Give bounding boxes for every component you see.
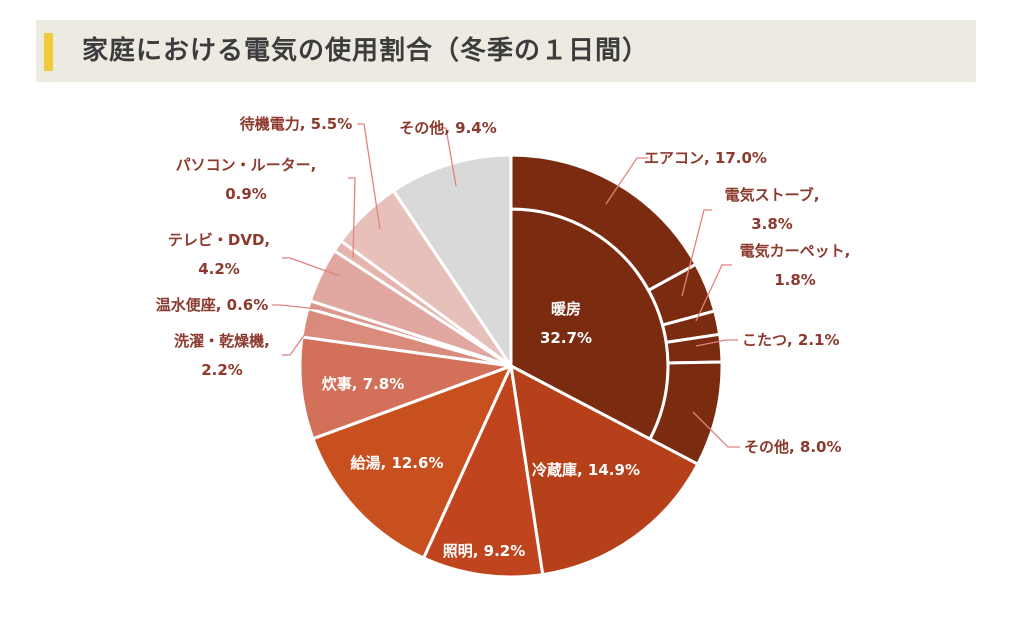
leader-line <box>272 304 319 310</box>
data-label-line: その他, 9.4% <box>399 119 497 137</box>
data-label: エアコン, 17.0% <box>644 149 767 167</box>
data-label-line: 0.9% <box>225 185 267 203</box>
leader-line <box>695 264 732 322</box>
data-label-line: 待機電力, 5.5% <box>240 115 353 133</box>
data-label: 待機電力, 5.5% <box>240 115 353 133</box>
title-accent-bar <box>44 33 53 71</box>
data-label-line: 電気ストーブ, <box>725 186 820 204</box>
data-label: こたつ, 2.1% <box>742 331 840 349</box>
leader-line <box>681 209 712 297</box>
data-label-line: 洗濯・乾燥機, <box>174 332 270 350</box>
data-label: テレビ・DVD, 4.2% <box>168 231 270 278</box>
data-label: 洗濯・乾燥機, 2.2% <box>174 332 270 379</box>
data-label: 温水便座, 0.6% <box>156 296 269 314</box>
data-label-line: 3.8% <box>751 215 793 233</box>
data-label-line: 照明, 9.2% <box>443 542 526 560</box>
data-label: 暖房 32.7% <box>540 300 592 347</box>
leader-line <box>695 339 738 347</box>
data-label-line: エアコン, 17.0% <box>644 149 767 167</box>
data-label: その他, 9.4% <box>399 119 497 137</box>
pie-slice <box>422 364 545 579</box>
data-label-line: 2.2% <box>201 361 243 379</box>
data-label-line: 4.2% <box>198 260 240 278</box>
leader-line <box>357 123 381 230</box>
leader-line <box>692 411 740 448</box>
pie-slice <box>509 364 700 577</box>
data-label: 電気ストーブ, 3.8% <box>725 186 820 233</box>
data-label-line: 電気カーペット, <box>740 242 851 260</box>
data-label: その他, 8.0% <box>744 438 842 456</box>
data-label-line: こたつ, 2.1% <box>742 331 840 349</box>
data-label: 給湯, 12.6% <box>351 454 444 472</box>
data-label: 電気カーペット, 1.8% <box>740 242 851 289</box>
chart-title: 家庭における電気の使用割合（冬季の１日間） <box>82 36 650 66</box>
leader-line <box>605 157 648 205</box>
data-label-line: 暖房 <box>551 300 581 318</box>
data-label: 冷蔵庫, 14.9% <box>532 461 640 479</box>
pie-slice <box>391 153 513 368</box>
data-label-line: テレビ・DVD, <box>168 231 270 249</box>
leader-line <box>282 257 341 277</box>
title-bar: 家庭における電気の使用割合（冬季の１日間） <box>36 20 976 82</box>
data-label-line: 給湯, 12.6% <box>351 454 444 472</box>
leader-line <box>440 127 457 187</box>
data-label-line: 32.7% <box>540 329 592 347</box>
data-label-line: その他, 8.0% <box>744 438 842 456</box>
data-label-line: 炊事, 7.8% <box>322 375 405 393</box>
data-label: 照明, 9.2% <box>443 542 526 560</box>
data-label-line: 1.8% <box>774 271 816 289</box>
data-label-line: パソコン・ルーター, <box>176 156 317 174</box>
data-label-line: 温水便座, 0.6% <box>156 296 269 314</box>
data-label: 炊事, 7.8% <box>322 375 405 393</box>
pie-slice <box>311 364 513 560</box>
leader-line <box>348 177 356 259</box>
data-label-line: 冷蔵庫, 14.9% <box>532 461 640 479</box>
leader-line <box>282 322 314 356</box>
data-label: パソコン・ルーター, 0.9% <box>176 156 317 203</box>
